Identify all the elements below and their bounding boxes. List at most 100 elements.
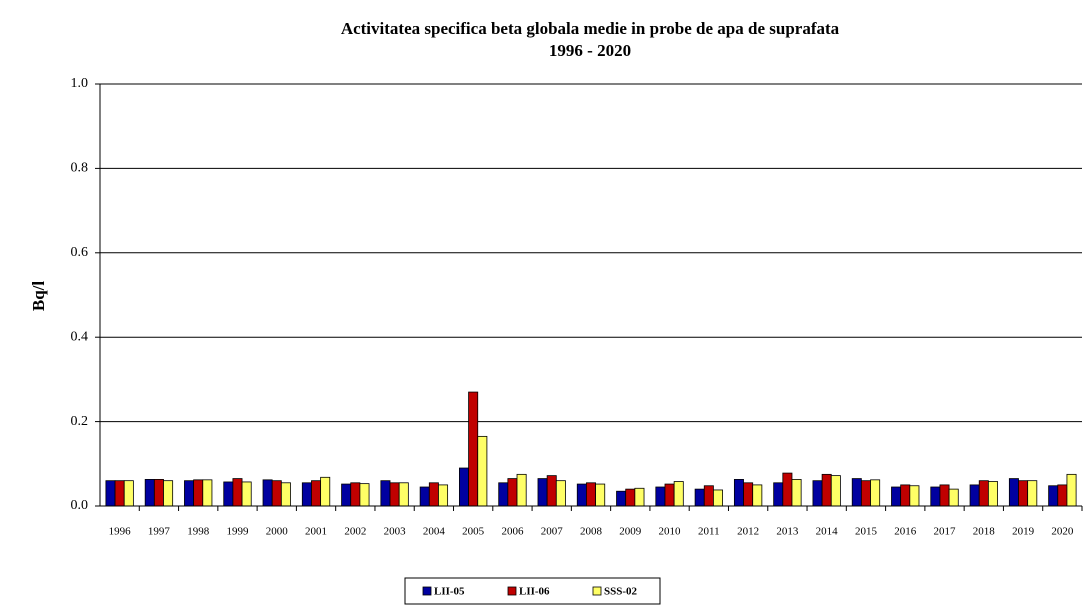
bar xyxy=(507,478,518,507)
bar xyxy=(655,486,666,507)
legend-swatch xyxy=(592,586,602,596)
bar xyxy=(586,482,596,507)
y-tick-label: 0.8 xyxy=(71,161,89,176)
bar xyxy=(830,475,841,507)
x-tick-label: 2007 xyxy=(541,526,564,538)
bar xyxy=(812,480,823,507)
bar xyxy=(537,478,548,507)
bar xyxy=(595,483,606,507)
x-tick-label: 2000 xyxy=(266,526,289,538)
bar xyxy=(733,479,744,507)
legend-label: LII-05 xyxy=(434,586,465,598)
x-tick-label: 2014 xyxy=(816,526,839,538)
bar xyxy=(752,484,763,507)
bar xyxy=(341,483,352,507)
x-tick-label: 2010 xyxy=(659,526,682,538)
legend-label: SSS-02 xyxy=(604,586,638,598)
x-tick-label: 2015 xyxy=(855,526,878,538)
bar xyxy=(773,482,784,507)
bar xyxy=(870,479,881,507)
bar xyxy=(389,482,400,507)
bar xyxy=(555,480,566,507)
x-tick-label: 2003 xyxy=(384,526,407,538)
x-tick-label: 1997 xyxy=(148,526,171,538)
x-tick-label: 2001 xyxy=(305,526,327,538)
bar xyxy=(359,483,370,507)
x-tick-label: 2008 xyxy=(580,526,603,538)
legend-label: LII-06 xyxy=(519,586,550,598)
bar xyxy=(673,481,684,507)
bar xyxy=(468,391,479,507)
x-tick-label: 2019 xyxy=(1012,526,1035,538)
bar xyxy=(1057,484,1068,507)
x-tick-label: 2018 xyxy=(973,526,996,538)
bar xyxy=(398,482,409,507)
bar xyxy=(477,435,488,507)
bar xyxy=(978,480,989,507)
bar xyxy=(891,486,902,507)
bar xyxy=(123,480,134,507)
x-tick-label: 2006 xyxy=(501,526,524,538)
bar xyxy=(1048,485,1059,507)
bar xyxy=(153,479,164,507)
bar xyxy=(821,473,832,507)
x-tick-label: 2012 xyxy=(737,526,759,538)
bar xyxy=(459,467,469,507)
x-tick-label: 2009 xyxy=(619,526,642,538)
bar xyxy=(546,475,557,507)
bar xyxy=(1027,480,1038,507)
x-tick-label: 1996 xyxy=(109,526,132,538)
bar xyxy=(301,482,312,507)
bar xyxy=(280,482,291,507)
bar xyxy=(634,487,645,507)
bar xyxy=(311,480,322,507)
chart-subtitle: 1996 - 2020 xyxy=(549,41,631,60)
x-tick-label: 1998 xyxy=(187,526,210,538)
bar xyxy=(419,486,430,507)
bar xyxy=(969,484,980,507)
bar xyxy=(105,480,116,507)
bar xyxy=(232,478,243,507)
x-tick-label: 2002 xyxy=(344,526,366,538)
bar xyxy=(184,480,195,507)
bar xyxy=(1066,473,1077,507)
bar xyxy=(241,481,252,507)
x-tick-label: 2017 xyxy=(934,526,957,538)
bar xyxy=(202,479,213,507)
x-tick-label: 2020 xyxy=(1051,526,1074,538)
bar xyxy=(713,489,723,507)
bar xyxy=(987,481,998,507)
x-tick-label: 1999 xyxy=(226,526,249,538)
y-tick-label: 0.4 xyxy=(71,329,89,344)
bar xyxy=(909,485,920,507)
x-tick-label: 2016 xyxy=(894,526,917,538)
bar xyxy=(271,480,282,507)
bar xyxy=(1008,478,1019,507)
bar xyxy=(743,482,754,507)
bar xyxy=(791,479,802,507)
x-tick-label: 2013 xyxy=(776,526,799,538)
bar xyxy=(320,476,331,507)
y-tick-label: 0.0 xyxy=(71,498,89,513)
bar xyxy=(616,490,627,507)
bar xyxy=(1018,480,1029,507)
bar xyxy=(350,482,361,507)
bar xyxy=(438,484,449,507)
bar xyxy=(782,472,793,507)
bar xyxy=(428,482,439,507)
bar xyxy=(380,480,391,507)
bar xyxy=(223,481,234,507)
bar xyxy=(664,483,675,507)
bar xyxy=(939,484,950,507)
bar xyxy=(694,488,705,507)
bar xyxy=(144,479,155,507)
y-axis-label: Bq/l xyxy=(29,281,48,312)
y-tick-label: 0.6 xyxy=(71,245,89,260)
bar xyxy=(948,488,959,507)
y-tick-label: 0.2 xyxy=(71,414,89,429)
bar xyxy=(900,484,911,507)
bar xyxy=(193,479,204,507)
bar xyxy=(163,480,174,507)
bar xyxy=(703,485,714,507)
